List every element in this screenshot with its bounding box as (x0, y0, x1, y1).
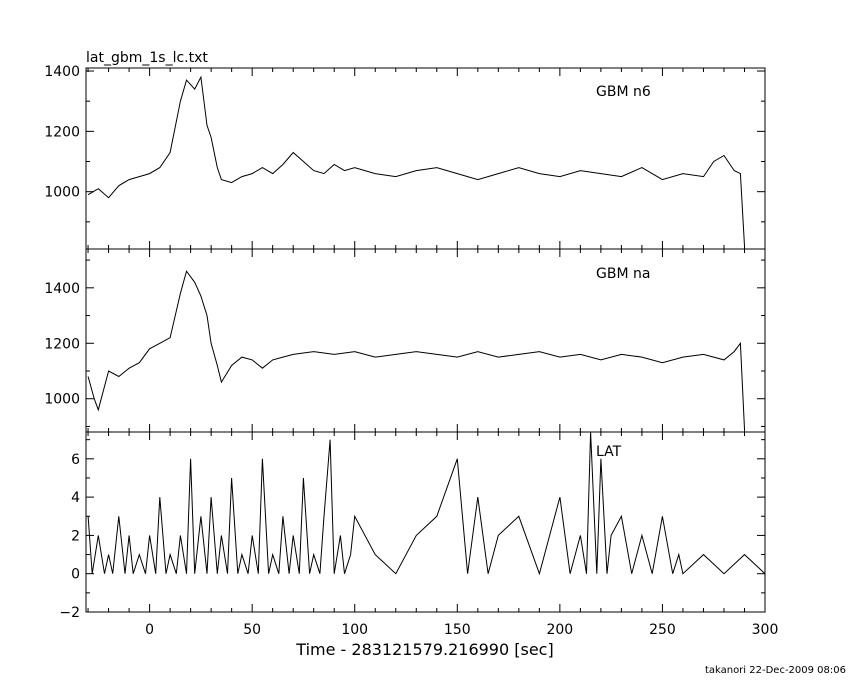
panel-top: 1000 1200 1400 GBM n6 (44, 64, 766, 250)
x-tick-label: 0 (145, 622, 154, 638)
y-tick-label: 1400 (44, 64, 80, 80)
series-line-middle (87, 270, 745, 430)
x-tick-label: 100 (341, 622, 368, 638)
panel-frame (85, 67, 766, 250)
series-line-top (87, 75, 745, 247)
y-tick-label: 1400 (44, 281, 80, 297)
y-tick-label: 1200 (44, 124, 80, 140)
x-tick-label: 150 (444, 622, 471, 638)
panel-label: GBM n6 (596, 84, 651, 100)
y-tick-label: 2 (71, 528, 80, 544)
x-tick-label: 300 (752, 622, 779, 638)
series-line-bottom (87, 431, 766, 576)
y-tick-label: −2 (59, 605, 80, 621)
panel-bottom: −2 0 2 4 6 LAT (59, 431, 766, 621)
x-axis-label: Time - 283121579.216990 [sec] (295, 640, 553, 659)
panel-frame (85, 431, 766, 613)
y-tick-label: 1000 (44, 185, 80, 201)
x-tick-label: 50 (243, 622, 261, 638)
y-tick-label: 4 (71, 490, 80, 506)
panel-frame (85, 248, 766, 433)
y-tick-label: 1200 (44, 336, 80, 352)
panel-middle: 1000 1200 1400 GBM na (44, 248, 766, 433)
panel-label: GBM na (596, 266, 650, 282)
footer-credit: takanori 22-Dec-2009 08:06 (705, 665, 846, 676)
x-tick-label: 200 (546, 622, 573, 638)
y-tick-label: 0 (71, 567, 80, 583)
y-tick-label: 1000 (44, 392, 80, 408)
figure-title: lat_gbm_1s_lc.txt (86, 50, 208, 66)
panel-label: LAT (596, 444, 622, 460)
x-tick-label: 250 (649, 622, 676, 638)
y-tick-label: 6 (71, 452, 80, 468)
